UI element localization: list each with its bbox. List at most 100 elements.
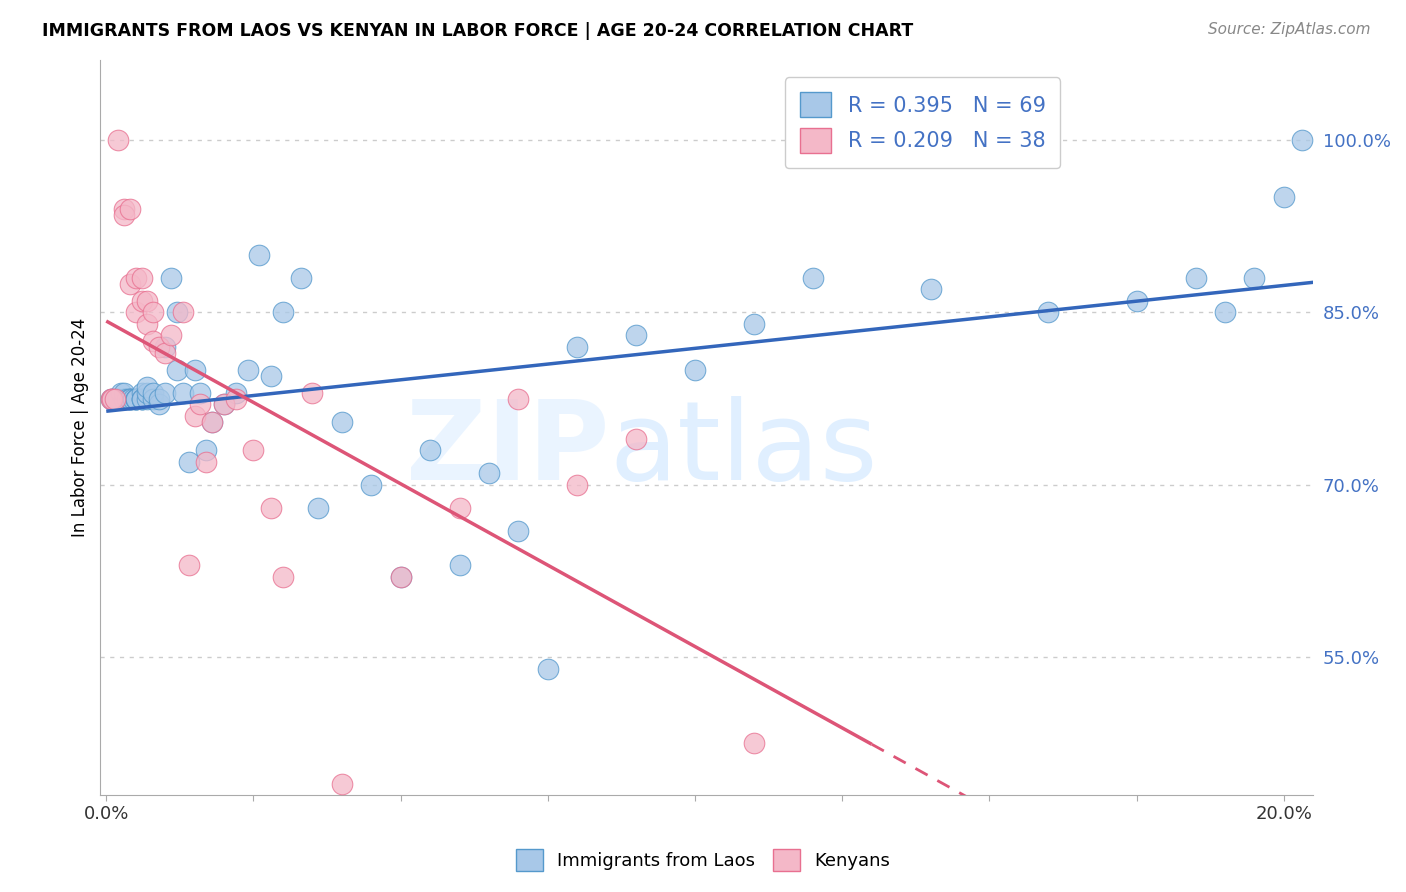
Point: [118, 392, 141, 406]
Point: [212, 397, 235, 411]
Point: [301, 385, 323, 400]
Point: [125, 392, 148, 406]
Point: [153, 385, 176, 400]
Point: [183, 409, 205, 423]
Point: [118, 392, 141, 406]
Point: [190, 397, 212, 411]
Point: [125, 305, 148, 319]
Text: Source: ZipAtlas.com: Source: ZipAtlas.com: [1208, 22, 1371, 37]
Point: [104, 392, 127, 406]
Point: [112, 385, 135, 400]
Point: [567, 477, 589, 491]
Point: [101, 392, 124, 406]
Point: [107, 392, 129, 406]
Point: [1291, 133, 1313, 147]
Point: [131, 385, 153, 400]
Point: [112, 392, 135, 406]
Point: [271, 570, 294, 584]
Point: [142, 305, 165, 319]
Point: [801, 271, 824, 285]
Point: [166, 305, 188, 319]
Point: [148, 392, 170, 406]
Point: [131, 392, 153, 406]
Point: [683, 363, 706, 377]
Point: [1125, 293, 1147, 308]
Point: [236, 363, 259, 377]
Point: [101, 392, 124, 406]
Point: [1243, 271, 1265, 285]
Point: [107, 392, 129, 406]
Point: [177, 455, 200, 469]
Point: [125, 392, 148, 406]
Point: [142, 385, 165, 400]
Point: [508, 392, 530, 406]
Point: [153, 340, 176, 354]
Point: [1184, 271, 1206, 285]
Point: [142, 334, 165, 348]
Y-axis label: In Labor Force | Age 20-24: In Labor Force | Age 20-24: [72, 318, 89, 537]
Point: [225, 385, 247, 400]
Point: [195, 443, 218, 458]
Point: [201, 415, 224, 429]
Point: [449, 500, 471, 515]
Point: [177, 558, 200, 573]
Point: [125, 392, 148, 406]
Point: [160, 328, 183, 343]
Point: [100, 392, 122, 406]
Point: [131, 293, 153, 308]
Point: [112, 392, 135, 406]
Point: [242, 443, 264, 458]
Point: [153, 345, 176, 359]
Point: [920, 282, 942, 296]
Point: [449, 558, 471, 573]
Point: [567, 340, 589, 354]
Point: [201, 415, 224, 429]
Point: [131, 271, 153, 285]
Text: atlas: atlas: [610, 396, 879, 503]
Point: [624, 432, 647, 446]
Point: [104, 392, 127, 406]
Legend: R = 0.395   N = 69, R = 0.209   N = 38: R = 0.395 N = 69, R = 0.209 N = 38: [785, 78, 1060, 168]
Point: [742, 317, 765, 331]
Point: [742, 736, 765, 750]
Point: [121, 392, 143, 406]
Point: [107, 133, 129, 147]
Point: [247, 248, 270, 262]
Point: [148, 340, 170, 354]
Point: [419, 443, 441, 458]
Point: [330, 415, 353, 429]
Point: [112, 208, 135, 222]
Point: [624, 328, 647, 343]
Point: [131, 392, 153, 406]
Point: [260, 500, 283, 515]
Point: [166, 363, 188, 377]
Point: [136, 380, 159, 394]
Point: [142, 392, 165, 406]
Point: [260, 368, 283, 383]
Text: IMMIGRANTS FROM LAOS VS KENYAN IN LABOR FORCE | AGE 20-24 CORRELATION CHART: IMMIGRANTS FROM LAOS VS KENYAN IN LABOR …: [42, 22, 914, 40]
Point: [330, 776, 353, 790]
Point: [131, 392, 153, 406]
Point: [136, 392, 159, 406]
Point: [160, 271, 183, 285]
Point: [148, 397, 170, 411]
Point: [212, 397, 235, 411]
Legend: Immigrants from Laos, Kenyans: Immigrants from Laos, Kenyans: [509, 842, 897, 879]
Text: ZIP: ZIP: [406, 396, 610, 503]
Point: [1272, 190, 1295, 204]
Point: [1213, 305, 1236, 319]
Point: [125, 392, 148, 406]
Point: [537, 662, 560, 676]
Point: [136, 293, 159, 308]
Point: [172, 305, 194, 319]
Point: [478, 467, 501, 481]
Point: [110, 385, 132, 400]
Point: [136, 317, 159, 331]
Point: [307, 500, 329, 515]
Point: [1038, 305, 1060, 319]
Point: [508, 524, 530, 538]
Point: [195, 455, 218, 469]
Point: [225, 392, 247, 406]
Point: [136, 385, 159, 400]
Point: [290, 271, 312, 285]
